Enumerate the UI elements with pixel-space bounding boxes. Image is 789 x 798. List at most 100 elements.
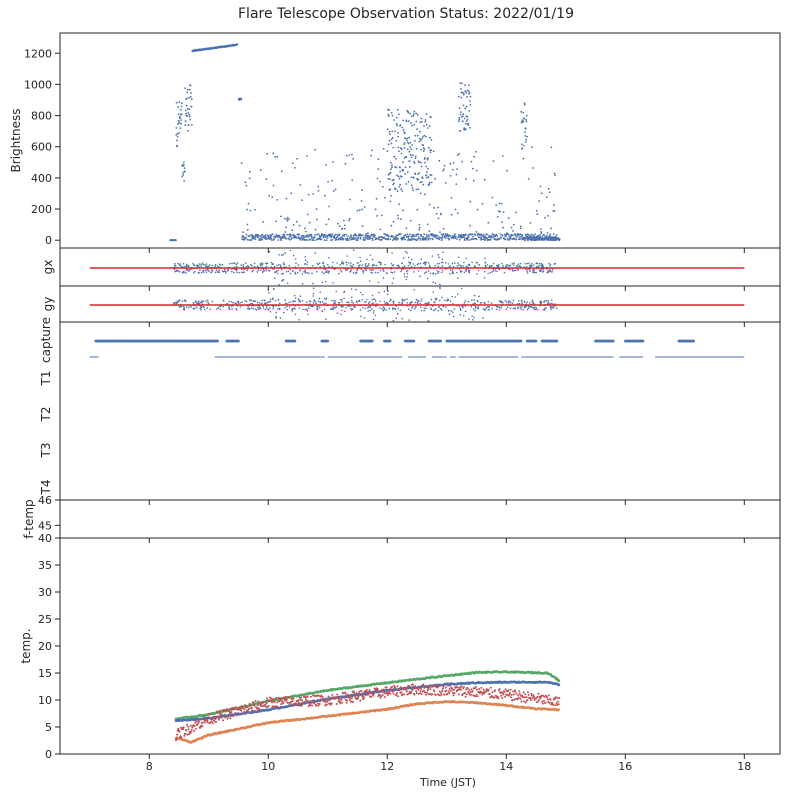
data-point [419,181,422,184]
data-point [187,265,189,267]
data-point [219,308,222,311]
data-point [525,114,528,117]
data-point [420,306,422,309]
data-point [429,272,432,275]
data-point [442,269,444,272]
data-point [498,306,501,309]
data-point [366,236,369,238]
data-point [233,268,236,271]
data-point [189,118,192,121]
data-point [403,236,405,239]
data-point [291,309,294,312]
data-point [325,164,327,166]
data-point [461,120,464,122]
data-point [441,258,444,261]
data-point [426,223,429,226]
data-point [425,237,428,239]
data-point [325,223,328,226]
data-point [477,232,480,235]
data-point [254,308,257,310]
data-point [202,305,205,308]
data-point [498,238,501,240]
data-point [512,230,514,232]
data-point [457,120,460,123]
data-point [317,300,320,303]
data-point [495,264,498,267]
data-point [467,236,470,239]
data-point [520,235,523,238]
data-point [546,272,548,274]
data-point [183,167,186,170]
data-point [527,233,530,236]
brightness-series [169,43,561,242]
data-point [355,237,357,240]
data-point [430,149,432,152]
data-point [390,271,393,274]
y-tick-label: 0 [45,234,52,247]
data-point [517,306,519,309]
data-point [465,178,467,181]
data-point [388,130,391,133]
data-point [188,113,191,116]
data-point [361,208,364,211]
data-point [374,208,377,211]
data-point [246,228,249,231]
data-point [549,305,552,308]
data-point [530,146,533,149]
data-point [460,88,462,90]
data-point [521,234,524,237]
data-point [464,310,467,313]
data-point [497,306,499,308]
data-point [508,300,511,303]
data-point [182,161,185,164]
data-point [544,300,546,302]
data-point [503,271,506,274]
data-point [331,233,333,236]
data-point [542,270,545,273]
data-point [396,190,399,193]
data-point [312,239,315,242]
data-point [325,318,327,320]
data-point [365,269,368,272]
y-tick-label: 800 [31,110,52,123]
data-point [408,319,411,321]
data-point [294,271,297,274]
data-point [395,122,398,125]
data-point [549,233,552,236]
data-point [245,233,248,236]
data-point [474,265,476,268]
data-point [311,272,313,275]
data-point [551,306,554,309]
data-point [480,236,482,239]
data-point [473,308,475,310]
data-point [382,310,385,312]
data-point [392,277,395,280]
data-point [452,237,455,240]
data-point [242,268,245,271]
data-point [422,136,424,138]
data-point [221,270,224,273]
data-point [517,307,519,310]
data-point [382,306,385,308]
data-point [466,115,469,118]
data-point [557,679,561,682]
data-point [277,269,280,272]
data-point [417,173,419,176]
data-point [474,309,476,312]
data-point [489,238,492,241]
data-point [413,235,416,238]
data-point [335,290,338,293]
data-point [302,308,304,311]
data-point [348,219,350,222]
data-point [468,84,470,87]
data-point [322,272,325,275]
data-point [480,233,483,236]
data-point [218,269,220,271]
data-point [330,234,333,237]
data-point [448,266,451,268]
data-point [224,272,227,274]
data-point [375,197,378,200]
data-point [262,268,265,271]
data-point [420,165,423,168]
brightness-panel [59,32,781,249]
